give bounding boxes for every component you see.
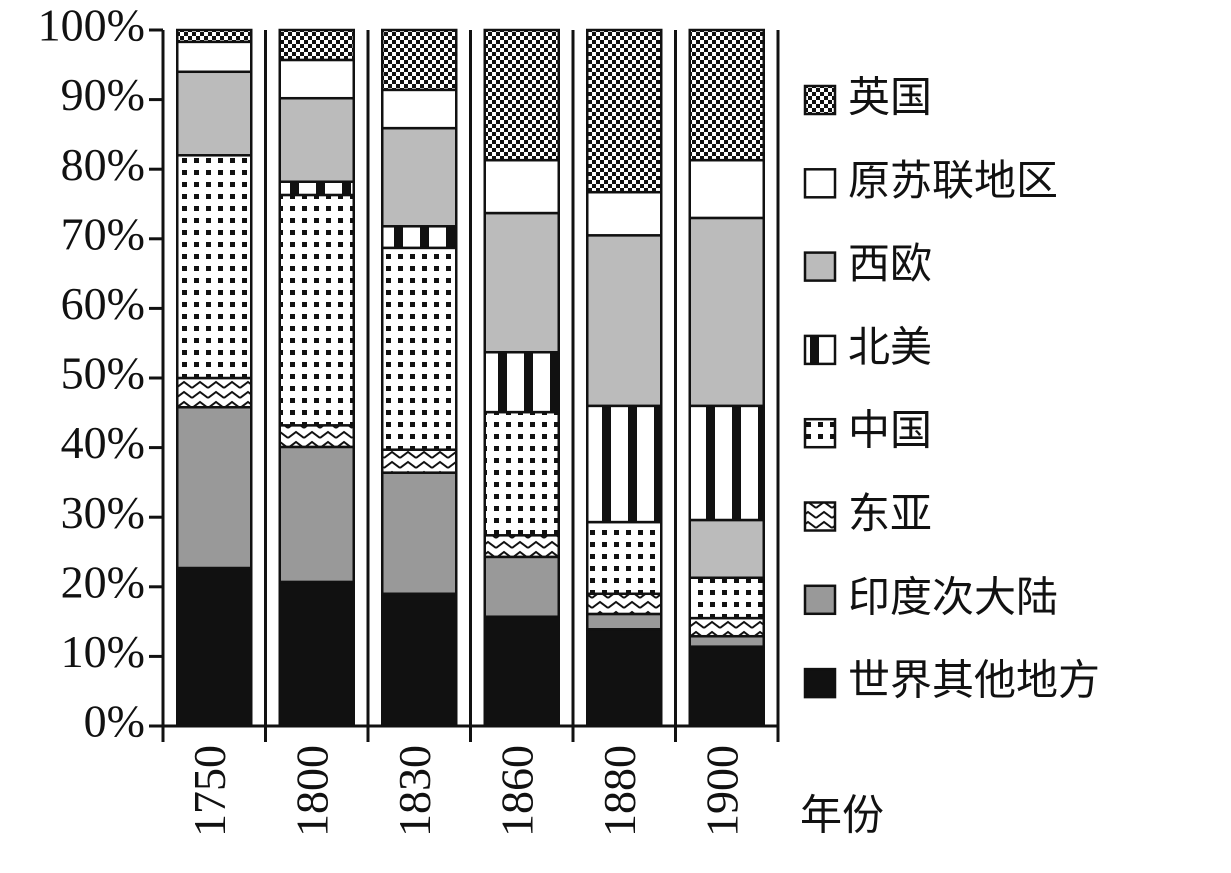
y-tick-label: 40% [61, 417, 145, 468]
legend-label: 东亚 [848, 489, 932, 538]
bar-segment [381, 246, 458, 451]
bar-segment [176, 566, 253, 728]
y-tick-label: 80% [61, 139, 145, 190]
y-tick-label: 30% [61, 487, 145, 538]
y-tick-label: 50% [61, 348, 145, 399]
y-tick-label: 10% [61, 626, 145, 677]
bar-segment [176, 28, 253, 44]
bar-segment [278, 96, 355, 183]
bar-segment [688, 518, 765, 580]
legend-swatch [803, 417, 837, 449]
legend-label: 中国 [848, 406, 932, 455]
y-tick-label: 70% [61, 208, 145, 259]
bar-segment [176, 40, 253, 74]
legend-label: 原苏联地区 [848, 156, 1058, 205]
y-tick-label: 100% [38, 0, 145, 51]
bar-segment [483, 555, 560, 618]
legend-swatch [803, 334, 837, 366]
bar-segment [586, 234, 663, 408]
legend-swatch [803, 84, 837, 116]
bar-segment [176, 70, 253, 157]
bar-segment [381, 471, 458, 596]
legend-label: 印度次大陆 [848, 572, 1058, 621]
x-tick-label: 1830 [389, 745, 440, 837]
bar-segment [586, 404, 663, 524]
y-tick-label: 20% [61, 556, 145, 607]
bar-segment [278, 180, 355, 197]
legend-swatch [803, 584, 837, 616]
bar-segment [483, 615, 560, 728]
x-tick-label: 1880 [594, 745, 645, 837]
bar-segment [586, 592, 663, 616]
bar-segment [688, 216, 765, 408]
bar-segment [483, 28, 560, 162]
bar-segment [688, 404, 765, 522]
x-tick-label: 1750 [184, 745, 235, 837]
bar-segment [381, 126, 458, 228]
bar-segment [278, 424, 355, 449]
legend-swatch [803, 168, 837, 199]
y-tick-label: 90% [61, 69, 145, 120]
bar-segment [483, 158, 560, 215]
x-tick-label: 1800 [286, 745, 337, 837]
bar-segment [381, 88, 458, 130]
bar-segment [688, 158, 765, 220]
legend-swatch [803, 501, 837, 532]
legend-label: 北美 [848, 322, 932, 371]
x-tick-label: 1860 [491, 745, 542, 837]
bar-segment [483, 350, 560, 414]
legend-swatch [803, 251, 837, 282]
legend-label: 西欧 [848, 239, 932, 288]
bar-segment [381, 28, 458, 92]
bar-segment [586, 28, 663, 194]
bar-segment [381, 225, 458, 250]
bar-segment [688, 576, 765, 620]
bar-segment [688, 645, 765, 728]
bar-segment [381, 592, 458, 728]
bar-segment [586, 190, 663, 237]
bar-segment [688, 616, 765, 638]
bar-segment [278, 193, 355, 427]
x-tick-label: 1900 [696, 745, 747, 837]
y-tick-label: 60% [61, 278, 145, 329]
legend-label: 英国 [848, 73, 932, 122]
bar-segment [586, 520, 663, 596]
bar-segment [586, 612, 663, 631]
bar-segment [688, 28, 765, 162]
y-tick-label: 0% [84, 696, 145, 747]
legend-swatch [803, 667, 837, 699]
bar-segment [278, 580, 355, 728]
bar-segment [278, 58, 355, 100]
bar-segment [176, 405, 253, 570]
x-axis-label: 年份 [800, 791, 884, 840]
legend-label: 世界其他地方 [848, 656, 1100, 705]
bar-segment [483, 211, 560, 354]
bar-segment [381, 448, 458, 474]
bar-segment [483, 534, 560, 559]
bar-segment [483, 410, 560, 537]
bar-segment [278, 445, 355, 584]
bar-segment [278, 28, 355, 62]
bar-segment [176, 376, 253, 409]
bar-segment [688, 634, 765, 648]
bar-segment [176, 154, 253, 380]
bar-segment [586, 628, 663, 728]
